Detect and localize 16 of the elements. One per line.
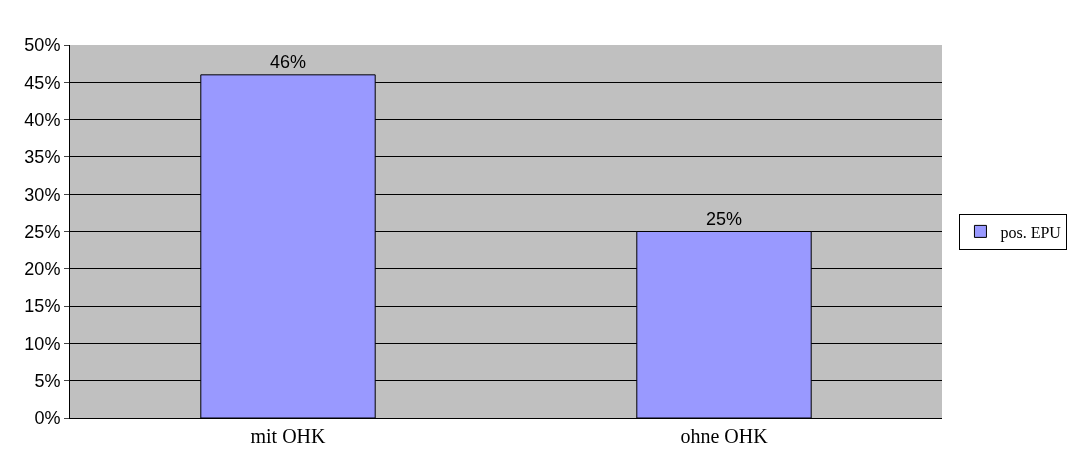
x-tick-label: mit OHK — [250, 425, 327, 447]
y-tick-label: 0% — [34, 408, 61, 429]
y-tick-label: 45% — [24, 72, 61, 93]
y-tick-label: 40% — [24, 109, 61, 130]
y-tick-label: 25% — [24, 221, 61, 242]
y-tick-label: 5% — [34, 371, 61, 391]
legend-label: pos. EPU — [1000, 223, 1062, 242]
y-tick-label: 35% — [24, 147, 61, 168]
y-tick-label: 10% — [24, 333, 61, 354]
y-tick-label: 30% — [24, 184, 61, 205]
y-tick-label: 15% — [24, 296, 61, 317]
y-tick-label: 50% — [24, 35, 61, 56]
y-tick-label: 20% — [24, 259, 61, 280]
data-label: 25% — [705, 208, 743, 229]
data-label: 46% — [269, 51, 307, 72]
x-tick-label: ohne OHK — [680, 425, 769, 447]
